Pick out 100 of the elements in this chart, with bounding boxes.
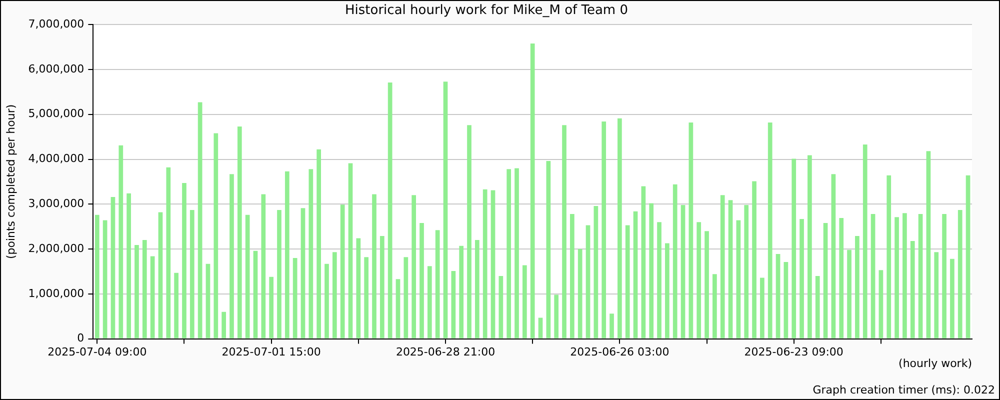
bar — [126, 193, 131, 338]
bar — [902, 213, 907, 338]
bar — [784, 262, 788, 338]
bar — [348, 163, 353, 338]
bar — [570, 214, 574, 338]
bar — [427, 266, 432, 338]
bar — [776, 254, 780, 338]
bar — [586, 225, 590, 338]
x-tick-label: 2025-06-23 09:00 — [744, 345, 844, 358]
bar — [886, 175, 892, 338]
bar — [633, 211, 638, 338]
bar — [752, 181, 756, 338]
bar — [625, 225, 630, 338]
bar — [102, 220, 108, 338]
bar — [364, 257, 369, 338]
bar — [839, 218, 844, 338]
bar — [134, 244, 139, 338]
bar — [459, 246, 464, 338]
bar — [958, 210, 962, 338]
bar — [443, 82, 448, 338]
x-tick-label: 2025-07-04 09:00 — [48, 345, 147, 358]
bar — [94, 214, 100, 338]
bar — [118, 145, 124, 338]
bar — [712, 274, 717, 338]
bar — [490, 190, 496, 338]
y-tick-label: 7,000,000 — [28, 17, 84, 30]
y-tick-label: 0 — [77, 332, 84, 345]
bar — [261, 194, 266, 338]
bar — [950, 258, 954, 338]
bar — [412, 195, 416, 338]
bar — [372, 194, 376, 338]
bar — [420, 222, 424, 338]
bar — [340, 204, 345, 338]
bar — [158, 212, 163, 338]
bar — [728, 200, 733, 338]
bar — [237, 126, 242, 338]
bar — [404, 257, 408, 338]
y-axis-title: (points completed per hour) — [4, 104, 18, 260]
y-tick-label: 5,000,000 — [28, 107, 84, 120]
bar — [870, 214, 876, 338]
bar — [110, 196, 116, 338]
bar — [862, 144, 868, 338]
bar — [380, 236, 384, 338]
bar — [696, 222, 702, 338]
bar — [554, 294, 559, 338]
bar — [878, 270, 884, 338]
bar — [174, 272, 178, 338]
bar — [150, 256, 155, 338]
bar — [594, 206, 598, 338]
bar — [388, 82, 392, 338]
bar — [768, 122, 772, 338]
bar — [934, 252, 939, 338]
bar — [800, 218, 804, 338]
bar — [665, 243, 670, 338]
chart-title: Historical hourly work for Mike_M of Team 0 — [344, 3, 628, 18]
bar — [610, 314, 614, 338]
bar — [166, 167, 171, 338]
bar — [332, 252, 337, 338]
bar — [142, 240, 147, 338]
bar — [966, 175, 970, 338]
bar — [245, 214, 250, 338]
bar — [808, 155, 812, 338]
bar — [222, 312, 226, 338]
bar — [562, 125, 566, 338]
bar — [474, 240, 480, 338]
bar — [308, 169, 314, 338]
y-tick-label: 4,000,000 — [28, 152, 84, 166]
bar — [657, 222, 662, 338]
bar — [578, 249, 582, 338]
bar — [316, 149, 322, 338]
bar — [435, 230, 440, 338]
bar — [356, 238, 361, 338]
bar — [482, 189, 488, 338]
bar — [618, 118, 622, 338]
bar — [760, 278, 764, 338]
bar — [514, 168, 519, 338]
text: Graph creation timer (ms): 0.022 — [812, 383, 995, 396]
y-tick-label: 6,000,000 — [28, 62, 84, 76]
bar — [498, 276, 504, 338]
bar — [451, 271, 456, 338]
bar — [918, 214, 923, 338]
bar — [847, 250, 852, 338]
bar — [792, 158, 796, 338]
x-tick-label: 2025-06-28 21:00 — [396, 345, 496, 358]
bar — [396, 279, 400, 338]
y-tick-label: 2,000,000 — [28, 242, 84, 255]
bar — [815, 276, 820, 338]
y-tick-label: 3,000,000 — [28, 197, 84, 210]
bar — [324, 264, 329, 338]
bar — [198, 102, 202, 338]
bar — [182, 183, 186, 338]
bar — [230, 174, 234, 338]
bar — [277, 210, 282, 338]
bar — [284, 171, 290, 338]
bar — [736, 220, 741, 338]
bar — [506, 169, 512, 338]
bar — [926, 151, 931, 338]
bar — [704, 231, 709, 338]
bar — [602, 122, 606, 338]
bar — [910, 240, 915, 338]
